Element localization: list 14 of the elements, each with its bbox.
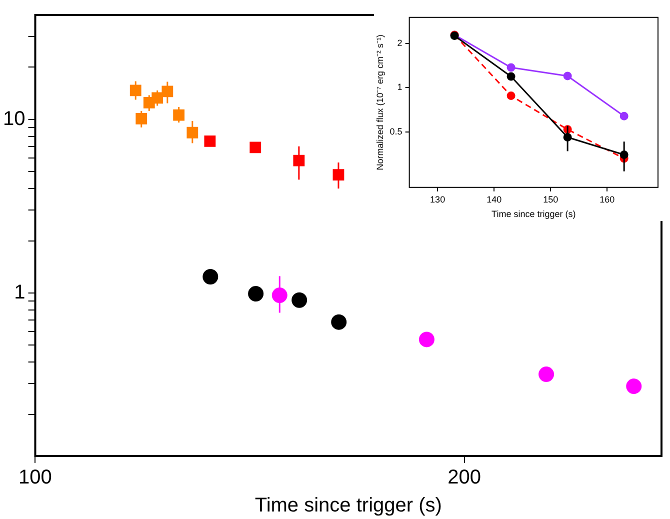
y-tick-label: 0.5 [390,126,402,136]
y-tick-label: 10 [2,108,26,130]
x-axis-title: Time since trigger (s) [492,209,576,220]
x-axis-title: Time since trigger (s) [254,494,442,517]
y-tick-label: 1 [397,82,402,92]
y-tick-label: 2 [397,38,402,48]
x-tick-label: 200 [448,466,482,489]
x-tick-label: 140 [486,194,502,204]
y-tick-label: 1 [14,282,26,304]
x-tick-label: 160 [600,194,615,204]
y-axis-title: Normalized flux (10⁻⁷ erg cm⁻² s⁻¹) [374,34,385,170]
x-tick-label: 150 [543,194,558,204]
x-tick-label: 100 [18,466,52,489]
x-tick-label: 130 [430,194,446,204]
